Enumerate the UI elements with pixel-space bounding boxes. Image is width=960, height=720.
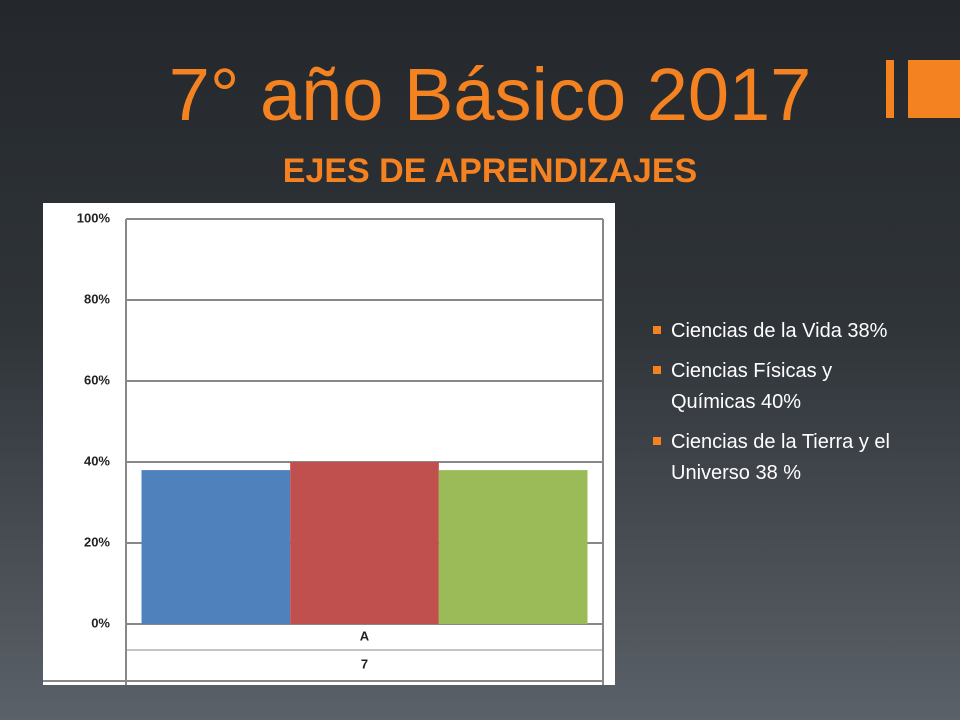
decor-bar — [886, 60, 894, 118]
x-sub-label: 7 — [361, 656, 368, 671]
bar — [438, 470, 588, 624]
bullet: Ciencias de la Vida 38% — [650, 316, 900, 347]
y-tick-label: 80% — [84, 291, 110, 306]
bar — [290, 462, 439, 624]
subtitle: EJES DE APRENDIZAJES — [282, 152, 698, 190]
chart: 0% 20% 40% 60% 80% 100% A 7 — [43, 203, 615, 685]
bullet: Ciencias de la Tierra y el Universo 38 % — [650, 427, 900, 489]
y-tick-label: 100% — [77, 210, 111, 225]
title: 7° año Básico 2017 — [168, 53, 812, 136]
y-tick-label: 40% — [84, 453, 110, 468]
bullet-list: Ciencias de la Vida 38% Ciencias Físicas… — [650, 316, 900, 498]
decor-square — [908, 60, 960, 118]
y-tick-label: 20% — [84, 534, 110, 549]
bar — [141, 470, 291, 624]
bullet: Ciencias Físicas y Químicas 40% — [650, 356, 900, 418]
y-tick-label: 0% — [91, 615, 110, 630]
y-tick-label: 60% — [84, 372, 110, 387]
x-tick-label: A — [360, 628, 370, 643]
